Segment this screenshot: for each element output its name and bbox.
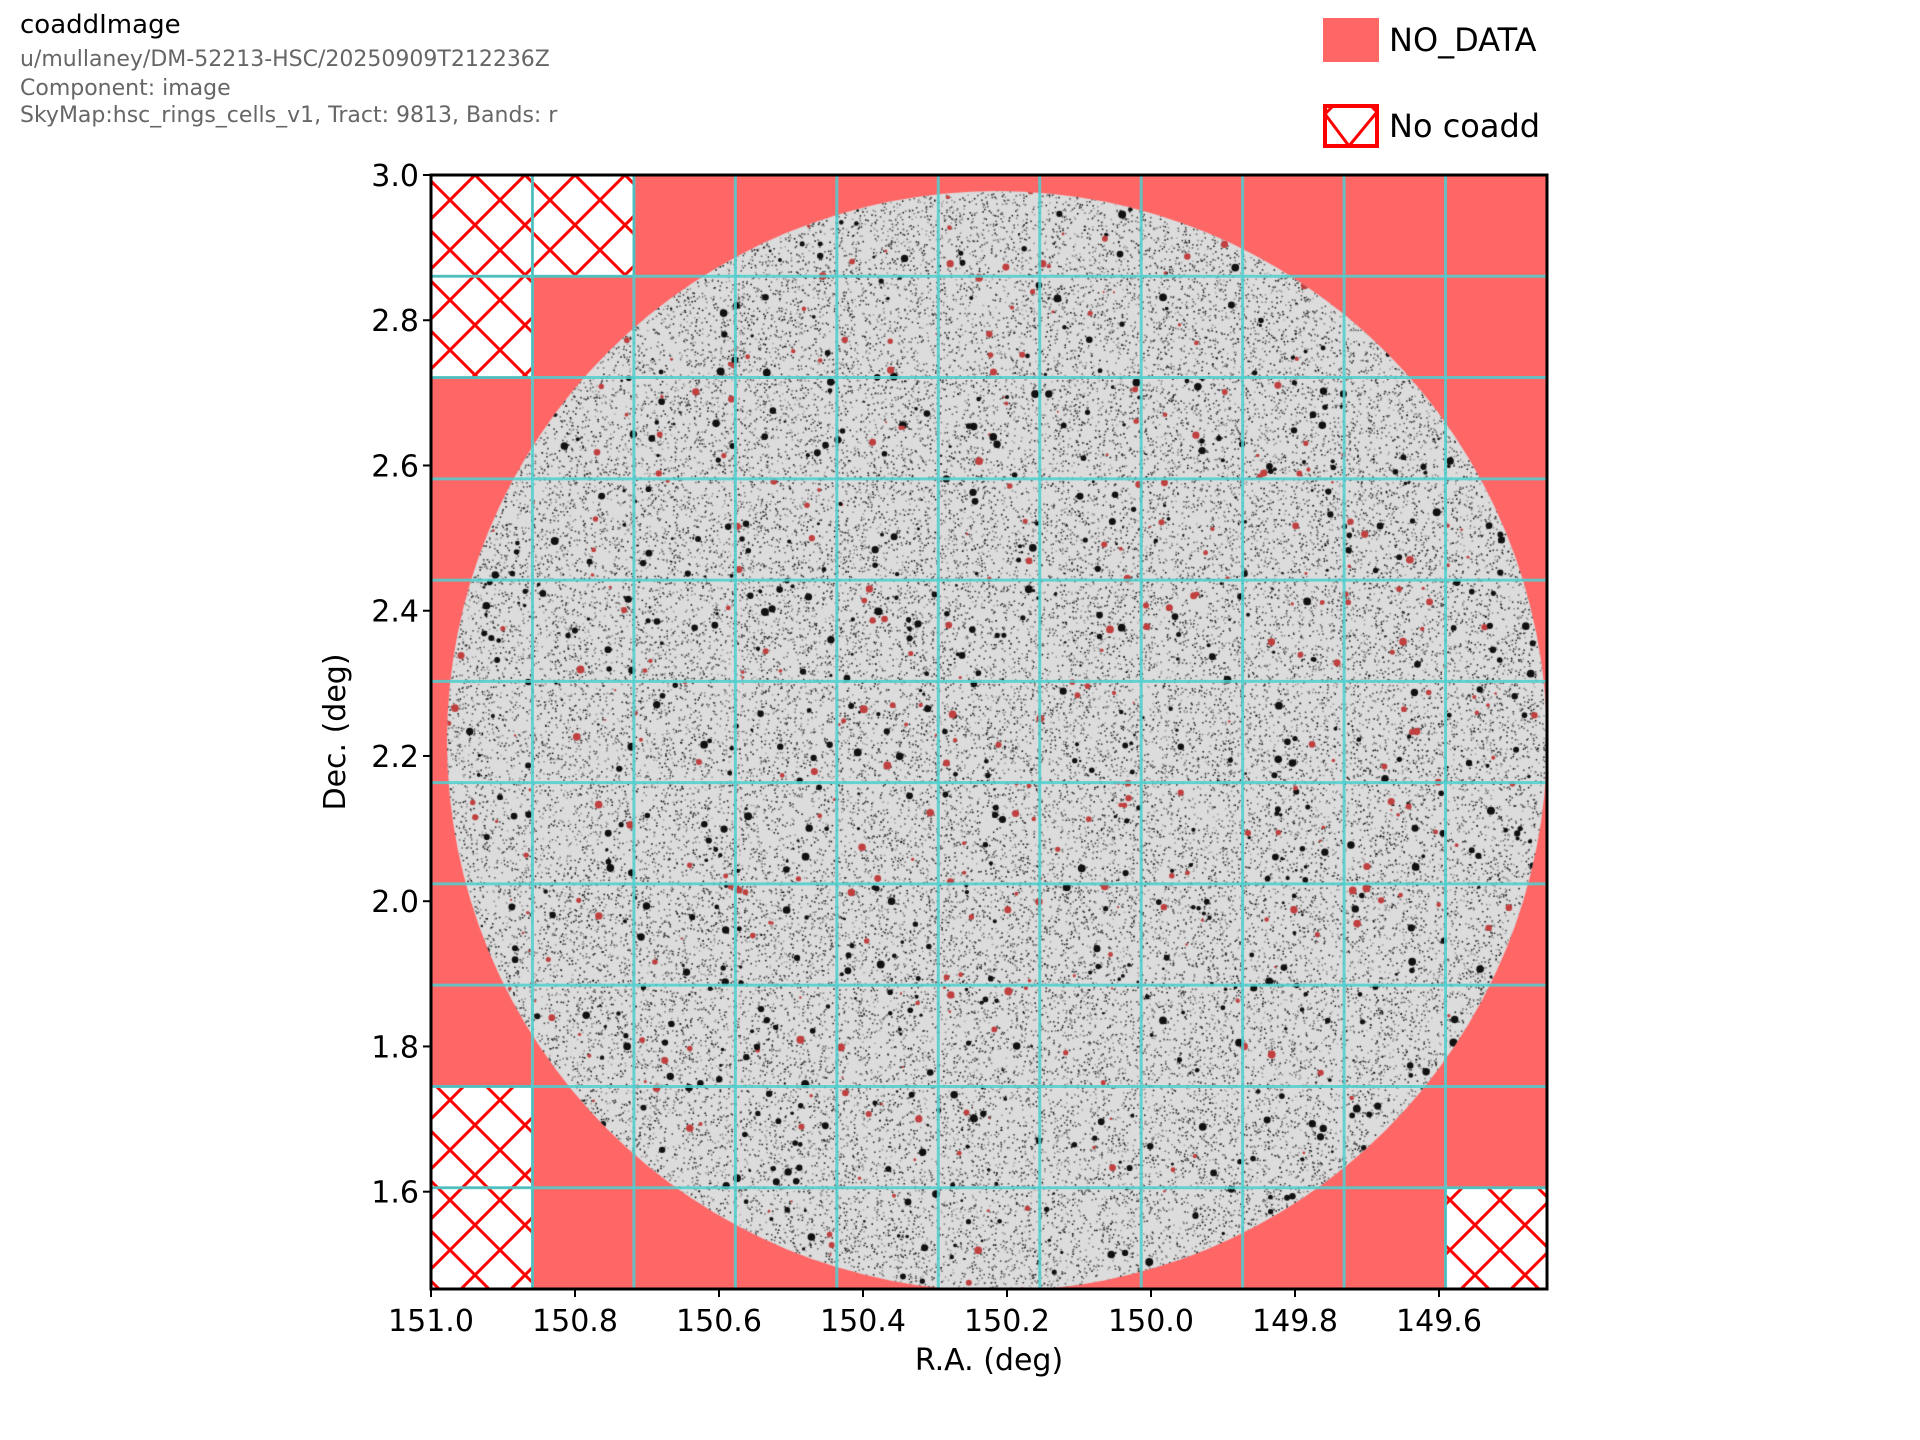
x-tick-label: 150.0: [1108, 1304, 1194, 1339]
y-tick-label: 1.8: [371, 1030, 419, 1065]
legend-label: NO_DATA: [1389, 21, 1537, 59]
legend-label: No coadd: [1389, 107, 1541, 145]
component-label: Component: image: [20, 76, 231, 101]
y-tick-label: 3.0: [371, 159, 419, 194]
x-tick-label: 150.8: [532, 1304, 618, 1339]
y-tick-label: 2.0: [371, 885, 419, 920]
no-coadd-patch: [430, 1186, 534, 1291]
x-tick-label: 150.4: [820, 1304, 906, 1339]
y-tick-label: 2.2: [371, 740, 419, 775]
x-tick-label: 151.0: [388, 1304, 474, 1339]
no-coadd-patch: [531, 174, 635, 278]
no-coadd-patch: [1444, 1186, 1548, 1291]
y-tick-label: 1.6: [371, 1176, 419, 1211]
skymap-label: SkyMap:hsc_rings_cells_v1, Tract: 9813, …: [20, 103, 558, 128]
collection-label: u/mullaney/DM-52213-HSC/20250909T212236Z: [20, 47, 550, 72]
figure-title: coaddImage: [20, 10, 181, 40]
no-coadd-patch: [430, 174, 534, 278]
y-tick-label: 2.6: [371, 449, 419, 484]
no-coadd-patch: [430, 1085, 534, 1189]
x-tick-label: 150.2: [964, 1304, 1050, 1339]
x-tick-label: 149.6: [1396, 1304, 1482, 1339]
y-tick-label: 2.8: [371, 304, 419, 339]
legend-item-no-coadd: No coadd: [1323, 104, 1540, 148]
legend-item-no-data: NO_DATA: [1323, 18, 1537, 62]
coadd-image: [431, 175, 1547, 1289]
y-axis-label: Dec. (deg): [318, 653, 353, 810]
no-coadd-patch: [430, 275, 534, 379]
x-tick-label: 150.6: [676, 1304, 762, 1339]
x-tick-label: 149.8: [1252, 1304, 1338, 1339]
legend-swatch-no-data: [1323, 18, 1379, 62]
x-axis-label: R.A. (deg): [915, 1343, 1063, 1378]
y-tick-label: 2.4: [371, 595, 419, 630]
legend-swatch-no-coadd: [1323, 104, 1379, 148]
plot-frame: [429, 173, 1549, 1291]
